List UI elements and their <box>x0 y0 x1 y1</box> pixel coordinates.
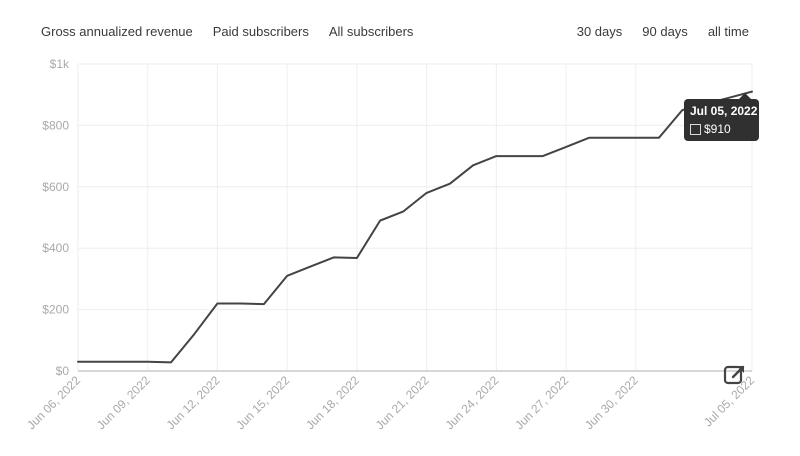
external-link-box <box>723 365 743 385</box>
x-tick-label: Jun 15, 2022 <box>233 373 292 432</box>
x-tick-label: Jun 21, 2022 <box>373 373 432 432</box>
external-link-icon[interactable] <box>723 363 747 387</box>
tooltip-value-row: $910 <box>690 122 731 136</box>
y-tick-label: $200 <box>42 303 69 317</box>
tab-gross-annualized-revenue[interactable]: Gross annualized revenue <box>41 24 193 39</box>
external-link-head <box>737 366 744 373</box>
tooltip-arrow <box>739 93 751 99</box>
external-link-svg <box>723 365 745 385</box>
tab-all-time[interactable]: all time <box>707 24 749 39</box>
x-tick-label: Jun 30, 2022 <box>582 373 641 432</box>
y-tick-label: $600 <box>42 180 69 194</box>
x-tick-label: Jun 18, 2022 <box>303 373 362 432</box>
x-tick-label: Jun 12, 2022 <box>164 373 223 432</box>
y-tick-label: $800 <box>42 118 69 132</box>
y-tick-label: $1k <box>50 57 70 71</box>
y-tick-label: $400 <box>42 241 69 255</box>
chart-tooltip: Jul 05, 2022 $910 <box>684 93 759 141</box>
y-tick-label: $0 <box>56 364 70 378</box>
tooltip-date: Jul 05, 2022 <box>690 104 758 118</box>
tooltip-value: $910 <box>704 122 731 136</box>
revenue-series-line <box>77 90 753 364</box>
tab-30-days[interactable]: 30 days <box>576 24 623 39</box>
x-tick-label: Jun 27, 2022 <box>512 373 571 432</box>
metric-tabs: Gross annualized revenue Paid subscriber… <box>41 24 413 39</box>
tab-paid-subscribers[interactable]: Paid subscribers <box>212 24 309 39</box>
x-tick-label: Jun 24, 2022 <box>442 373 501 432</box>
x-tick-label: Jun 06, 2022 <box>24 373 83 432</box>
tab-all-subscribers[interactable]: All subscribers <box>328 24 414 39</box>
series-swatch <box>690 123 701 135</box>
tab-90-days[interactable]: 90 days <box>642 24 688 39</box>
range-tabs: 30 days 90 days all time <box>577 24 749 39</box>
x-tick-label: Jun 09, 2022 <box>94 373 153 432</box>
